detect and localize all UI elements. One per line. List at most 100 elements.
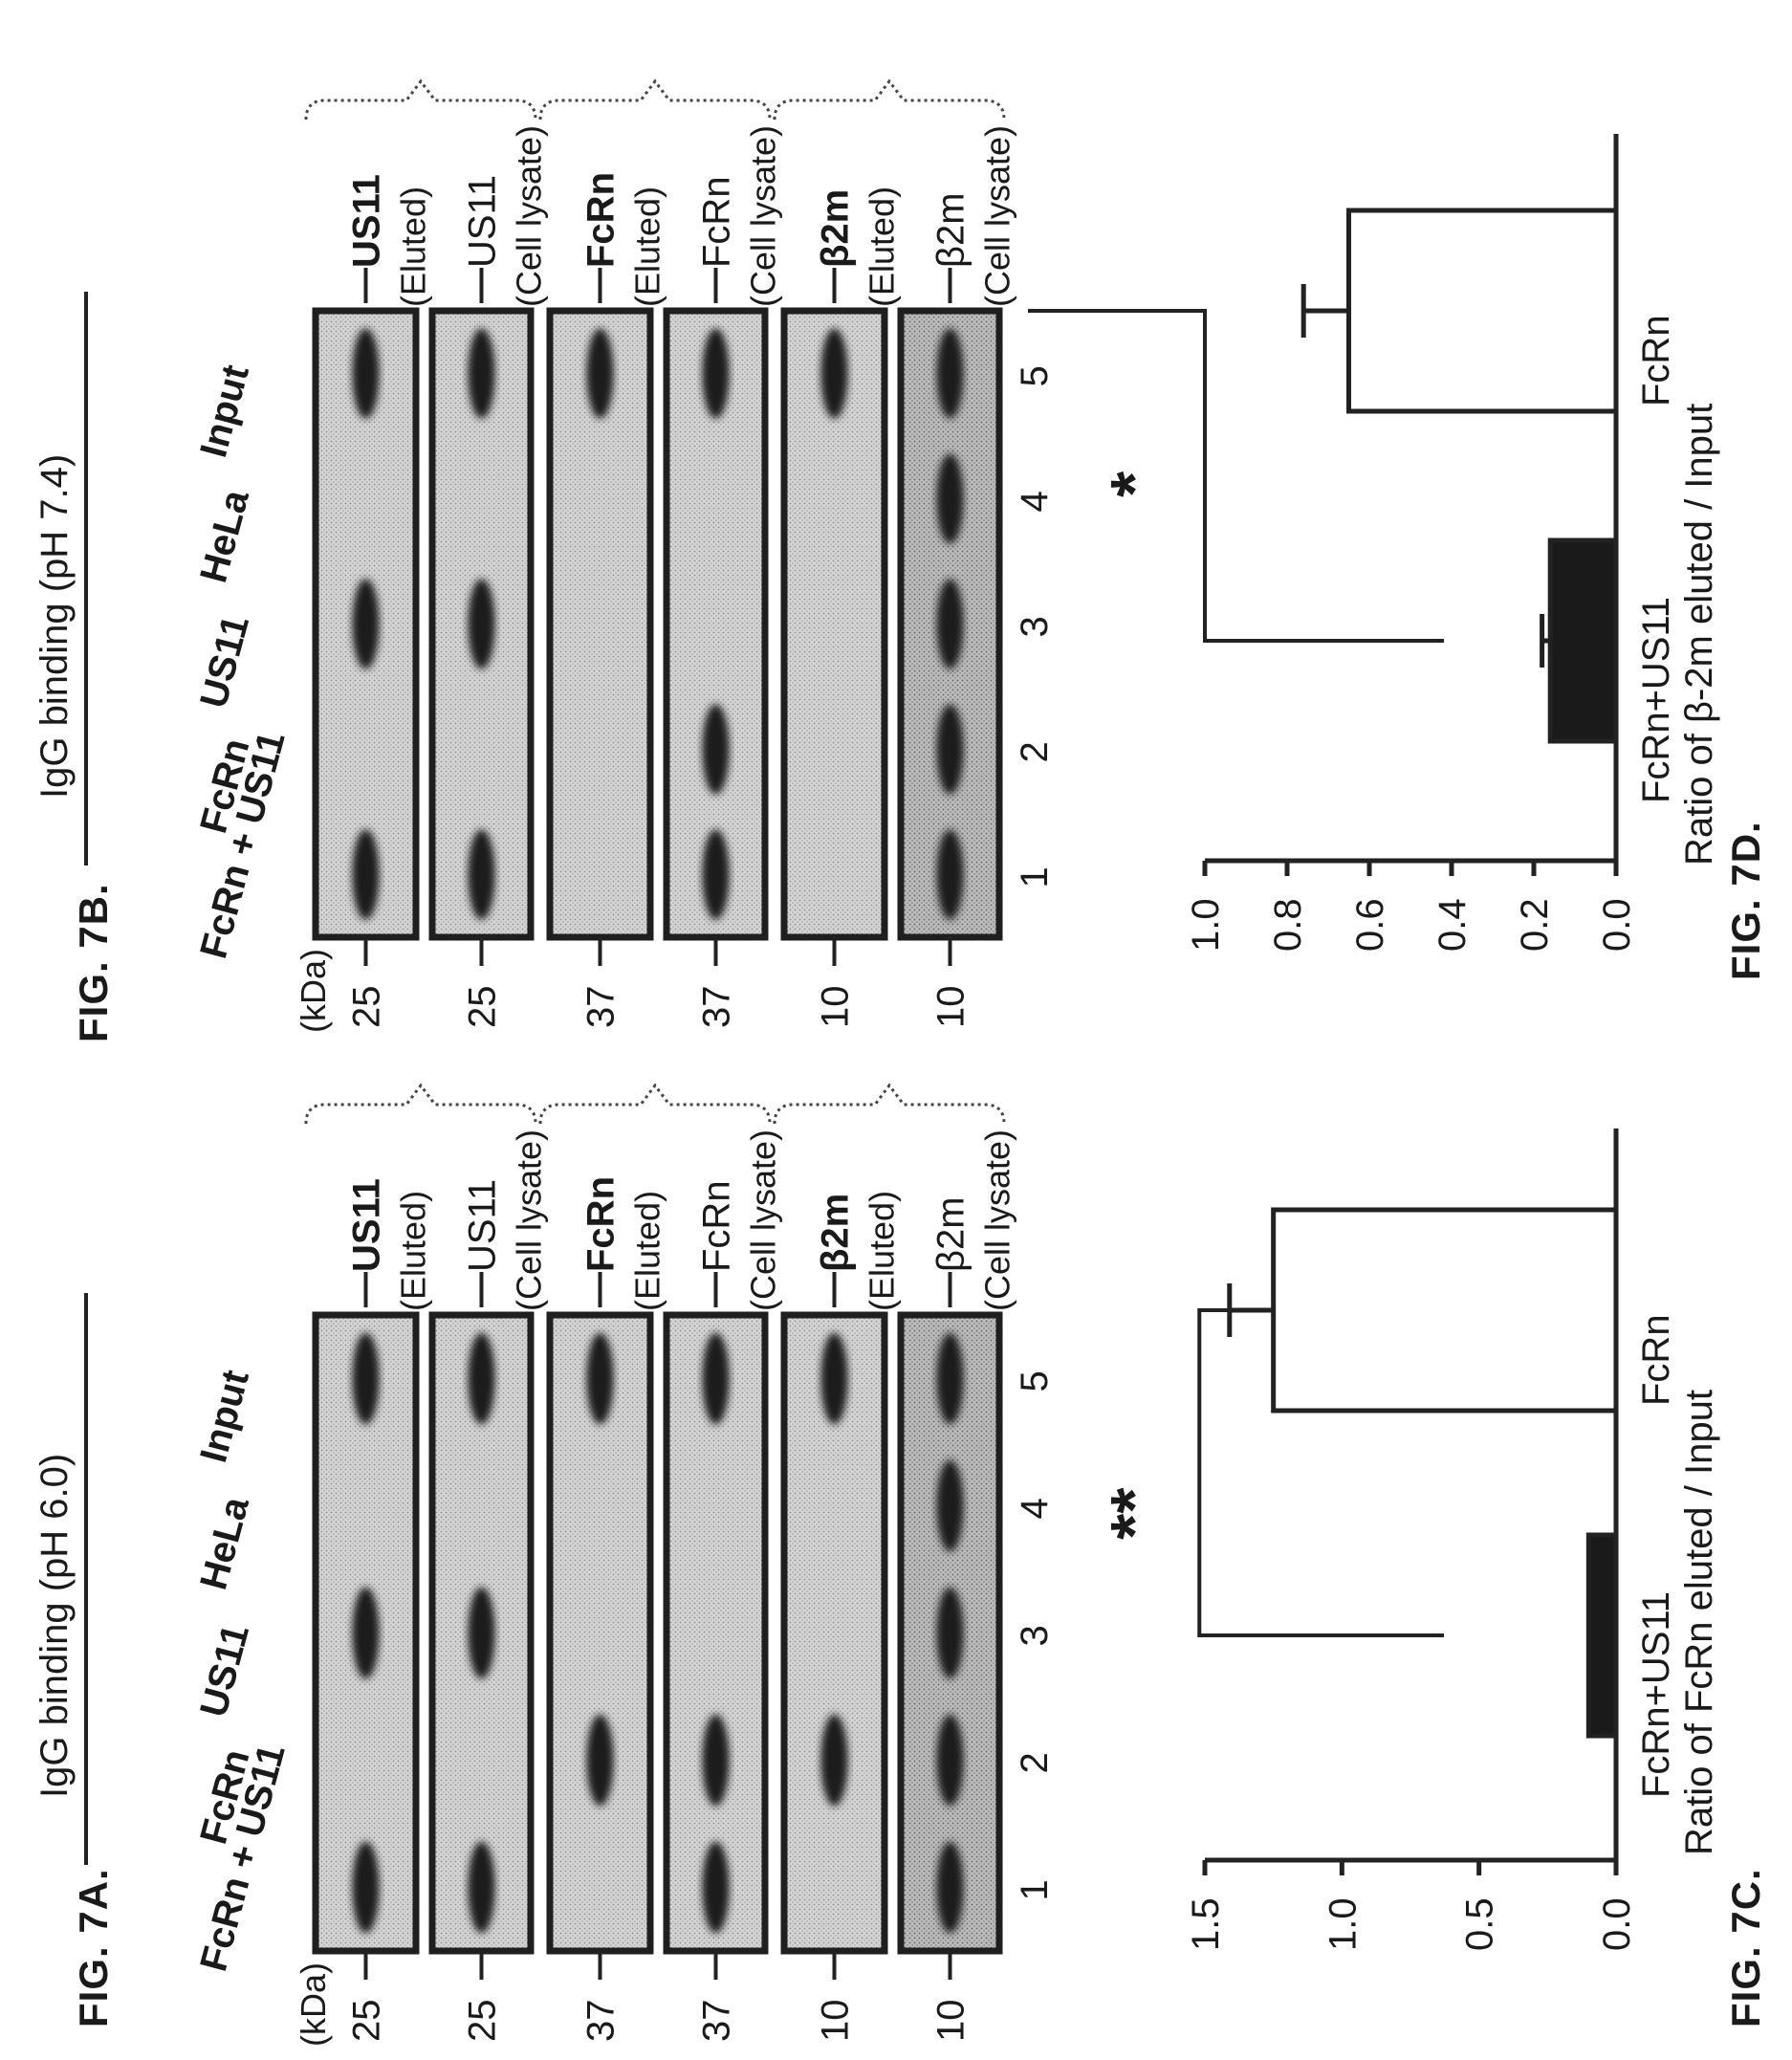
fig-7d-panel: FIG. 7D. Ratio of β-2m eluted / Input 0.… [1028,134,1768,980]
fig-7d-bar-chart: 0.0 0.2 0.4 0.6 0.8 1.0 FcRn+US11 FcRn [1028,134,1677,952]
lane-number-label: 1 [1014,1879,1056,1900]
blot-sample-label: (Cell lysate) [978,125,1017,307]
blot-protein-label: FcRn [580,172,623,268]
molecular-weight-marker: 37 [580,2000,623,2043]
value-axis-tick-label: 0.4 [1431,898,1474,952]
western-blot: 10 β2m (Eluted) [780,1191,902,2043]
value-axis-tick-label: 1.0 [1185,898,1227,952]
blot-sample-label: (Cell lysate) [744,125,783,307]
blot-protein-label: FcRn [580,1176,623,1272]
blot-protein-label: US11 [346,174,388,268]
lane-number-label: 3 [1014,616,1056,637]
western-blot: 37 FcRn (Cell lysate) [663,125,783,1028]
protein-band [702,829,730,920]
blot-sample-label: (Cell lysate) [744,1129,783,1311]
protein-band [468,1587,495,1679]
kda-unit-label: (kDa) [294,949,333,1033]
protein-band [352,1587,380,1679]
fig-7a-panel: FIG. 7A. IgG binding (pH 6.0) (kDa) FcRn… [33,1083,1056,2047]
blot-sample-label: (Eluted) [628,1191,667,1311]
molecular-weight-marker: 37 [696,2000,738,2043]
western-blot: 37 FcRn (Cell lysate) [663,1129,783,2043]
protein-band [820,328,848,419]
protein-band [702,1841,730,1934]
protein-band [702,1332,730,1425]
blot-sample-label: (Eluted) [863,1191,902,1311]
protein-band [586,1332,614,1425]
protein-band [468,1841,495,1934]
molecular-weight-marker: 10 [930,2000,972,2043]
protein-band [936,704,964,795]
category-label: FcRn [1635,1314,1677,1406]
fig-7d-label: FIG. 7D. [1723,821,1768,980]
blot-protein-label: FcRn [696,176,738,268]
fig-7c-panel: FIG. 7C. Ratio of FcRn eluted / Input 0.… [1097,1129,1768,2027]
protein-band [702,328,730,419]
kda-unit-label: (kDa) [294,1962,333,2047]
value-axis-tick-label: 0.6 [1349,898,1391,952]
fig-7b-title: IgG binding (pH 7.4) [33,454,76,799]
bar [1271,1207,1619,1414]
western-blot: 37 FcRn (Eluted) [546,1176,667,2043]
blot-sample-label: (Eluted) [394,1191,433,1311]
blot-protein-label: US11 [462,175,504,268]
bar [1547,537,1619,744]
fig-7a-label: FIG. 7A. [71,1868,116,2027]
group-brace [538,78,772,121]
category-label: FcRn+US11 [1635,1591,1677,1798]
value-axis-tick-label: 1.0 [1322,1897,1364,1951]
value-axis-tick-label: 0.0 [1596,1897,1638,1951]
western-blot: 25 US11 (Eluted) [312,1178,433,2042]
lane-number-label: 4 [1014,491,1056,512]
protein-band [936,829,964,920]
lane-name-label: Input [192,1366,257,1467]
group-brace [304,78,537,121]
western-blot: 25 US11 (Cell lysate) [428,1129,549,2043]
protein-band [468,328,495,419]
fig-7b-label: FIG. 7B. [71,883,116,1042]
blot-protein-label: US11 [346,1178,388,1272]
lane-number-label: 2 [1014,1752,1056,1773]
lane-name-label: US11 [192,611,257,712]
protein-band [702,704,730,795]
blot-protein-label: FcRn [696,1180,738,1272]
lane-number-label: 5 [1014,1370,1056,1392]
protein-band [820,1714,848,1807]
western-blot: 37 FcRn (Eluted) [546,172,667,1029]
protein-band [936,1714,964,1807]
category-label: FcRn+US11 [1635,597,1677,803]
blot-protein-label: β2m [930,1196,972,1272]
lane-number-label: 1 [1014,866,1056,888]
lane-name-label: HeLa [192,1492,257,1594]
category-label: FcRn [1635,315,1677,406]
molecular-weight-marker: 10 [815,2000,857,2043]
lane-name-label: Input [192,361,257,462]
value-axis-tick-label: 0.5 [1459,1897,1501,1951]
bar [1585,1532,1619,1739]
group-brace [538,1083,772,1125]
fig-7c-label: FIG. 7C. [1723,1868,1768,2027]
western-blot: 10 β2m (Cell lysate) [897,125,1017,1028]
molecular-weight-marker: 37 [580,986,623,1029]
lane-number-label: 5 [1014,365,1056,386]
protein-band [820,1332,848,1425]
significance-bracket [1028,309,1444,643]
western-blot: 25 US11 (Cell lysate) [428,125,549,1029]
value-axis-tick-label: 0.8 [1267,898,1309,952]
protein-band [936,579,964,669]
molecular-weight-marker: 25 [462,986,504,1029]
blot-sample-label: (Cell lysate) [510,125,549,307]
molecular-weight-marker: 25 [346,986,388,1029]
blot-protein-label: β2m [930,192,972,268]
protein-band [352,1332,380,1425]
molecular-weight-marker: 25 [462,2000,504,2043]
western-blot: 25 US11 (Eluted) [312,174,433,1029]
protein-band [936,1332,964,1425]
blot-protein-label: US11 [462,1179,504,1272]
protein-band [468,579,495,669]
western-blot: 10 β2m (Eluted) [780,186,902,1028]
protein-band [352,829,380,920]
